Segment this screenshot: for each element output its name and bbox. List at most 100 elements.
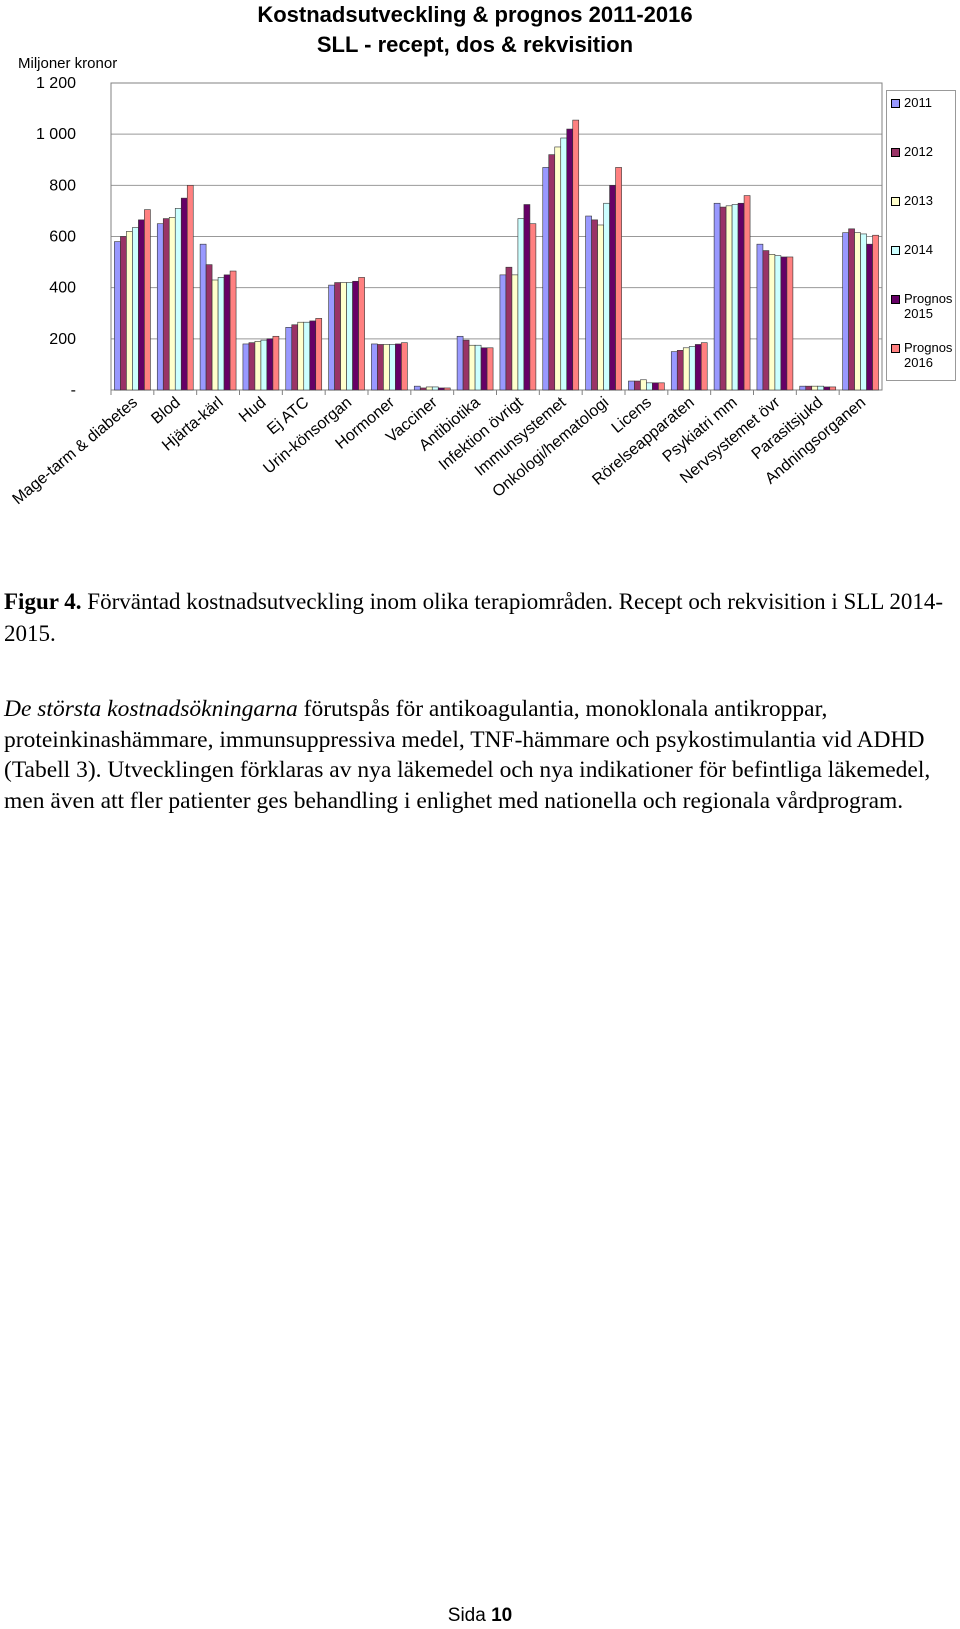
bar bbox=[628, 380, 635, 391]
bar bbox=[854, 232, 861, 391]
legend-item: Prognos 2016 bbox=[891, 340, 955, 376]
bar bbox=[199, 243, 207, 391]
bar bbox=[842, 232, 849, 391]
bar bbox=[431, 386, 439, 391]
y-tick-label: 1 200 bbox=[36, 75, 76, 92]
bar bbox=[548, 154, 556, 391]
bar bbox=[186, 185, 194, 391]
bar bbox=[334, 282, 341, 391]
bar bbox=[743, 195, 751, 391]
bar bbox=[634, 380, 641, 391]
bar bbox=[180, 197, 188, 391]
bar bbox=[120, 236, 127, 391]
legend: 2011 2012 2013 2014 Prognos 2015 Prognos 2016 bbox=[886, 90, 956, 381]
bar bbox=[437, 387, 445, 391]
caption-text: Förväntad kostnadsutveckling inom olika … bbox=[4, 589, 943, 646]
bar bbox=[205, 264, 213, 391]
bar bbox=[768, 254, 776, 391]
bar bbox=[780, 256, 788, 391]
bar bbox=[272, 335, 280, 391]
bar bbox=[597, 224, 604, 391]
bar bbox=[419, 387, 427, 391]
bar bbox=[774, 255, 782, 391]
bar bbox=[340, 282, 347, 391]
bar bbox=[456, 335, 464, 391]
bar bbox=[848, 228, 855, 391]
bar bbox=[731, 204, 739, 391]
bar bbox=[646, 382, 653, 391]
legend-label: 2012 bbox=[904, 144, 933, 159]
legend-swatch bbox=[891, 344, 900, 353]
x-tick-label: Hud bbox=[236, 394, 269, 426]
bar bbox=[260, 339, 268, 391]
bar bbox=[762, 250, 770, 391]
bar bbox=[523, 204, 531, 391]
legend-swatch bbox=[891, 197, 900, 206]
footer-label: Sida bbox=[447, 1605, 486, 1626]
legend-swatch bbox=[891, 246, 900, 255]
caption-label: Figur 4. bbox=[4, 589, 82, 614]
bar bbox=[603, 202, 610, 391]
bar bbox=[474, 344, 482, 391]
y-tick-label: 200 bbox=[49, 331, 76, 348]
bar bbox=[315, 318, 323, 391]
legend-item: Prognos 2015 bbox=[891, 291, 955, 340]
bar bbox=[817, 385, 825, 391]
y-axis-label: Miljoner kronor bbox=[18, 55, 117, 72]
bar bbox=[358, 277, 365, 391]
bar bbox=[713, 202, 721, 391]
bar bbox=[144, 209, 151, 391]
bar bbox=[737, 202, 745, 391]
legend-item: 2012 bbox=[891, 144, 955, 193]
bar bbox=[756, 243, 764, 391]
bar bbox=[443, 387, 451, 391]
y-tick-label: 400 bbox=[49, 280, 76, 297]
x-tick-label: Blod bbox=[148, 394, 183, 428]
bar bbox=[694, 344, 702, 391]
figure-caption: Figur 4. Förväntad kostnadsutveckling in… bbox=[4, 586, 954, 650]
bar bbox=[242, 343, 250, 391]
bar bbox=[609, 185, 616, 391]
chart-title: Kostnadsutveckling & prognos 2011-2016 bbox=[257, 2, 692, 27]
paragraph: De största kostnadsökningarna förutspås … bbox=[4, 694, 956, 817]
bar bbox=[719, 206, 727, 391]
legend-swatch bbox=[891, 148, 900, 157]
bar bbox=[499, 274, 507, 391]
bar bbox=[554, 146, 562, 391]
legend-item: 2014 bbox=[891, 242, 955, 291]
bar bbox=[591, 219, 598, 391]
bar bbox=[866, 243, 873, 391]
y-tick-label: 600 bbox=[49, 229, 76, 246]
y-tick-label: - bbox=[71, 382, 76, 399]
bar bbox=[823, 386, 831, 391]
bar bbox=[211, 279, 219, 391]
y-tick-label: 800 bbox=[49, 177, 76, 194]
bar bbox=[395, 343, 402, 391]
page-number: 10 bbox=[491, 1605, 513, 1626]
chart-subtitle: SLL - recept, dos & rekvisition bbox=[317, 32, 633, 57]
bar bbox=[168, 217, 176, 391]
legend-label: 2011 bbox=[904, 95, 932, 110]
bar bbox=[799, 385, 807, 391]
bar bbox=[138, 219, 145, 391]
page-footer: Sida 10 bbox=[0, 1605, 960, 1627]
bar bbox=[670, 351, 678, 391]
bar bbox=[872, 234, 879, 391]
bar bbox=[174, 208, 182, 391]
bar bbox=[217, 277, 225, 391]
bar bbox=[566, 128, 574, 391]
bar bbox=[505, 266, 513, 391]
bar bbox=[413, 385, 421, 391]
bar bbox=[401, 342, 408, 391]
legend-item: 2011 bbox=[891, 95, 955, 144]
bar bbox=[676, 350, 684, 391]
bar bbox=[529, 223, 537, 391]
bar bbox=[517, 218, 525, 391]
bar bbox=[371, 343, 378, 391]
bar bbox=[156, 223, 164, 391]
legend-label: 2014 bbox=[904, 242, 933, 257]
bar bbox=[389, 344, 396, 391]
bar bbox=[126, 231, 133, 391]
bar bbox=[542, 167, 550, 391]
bar bbox=[328, 284, 335, 391]
